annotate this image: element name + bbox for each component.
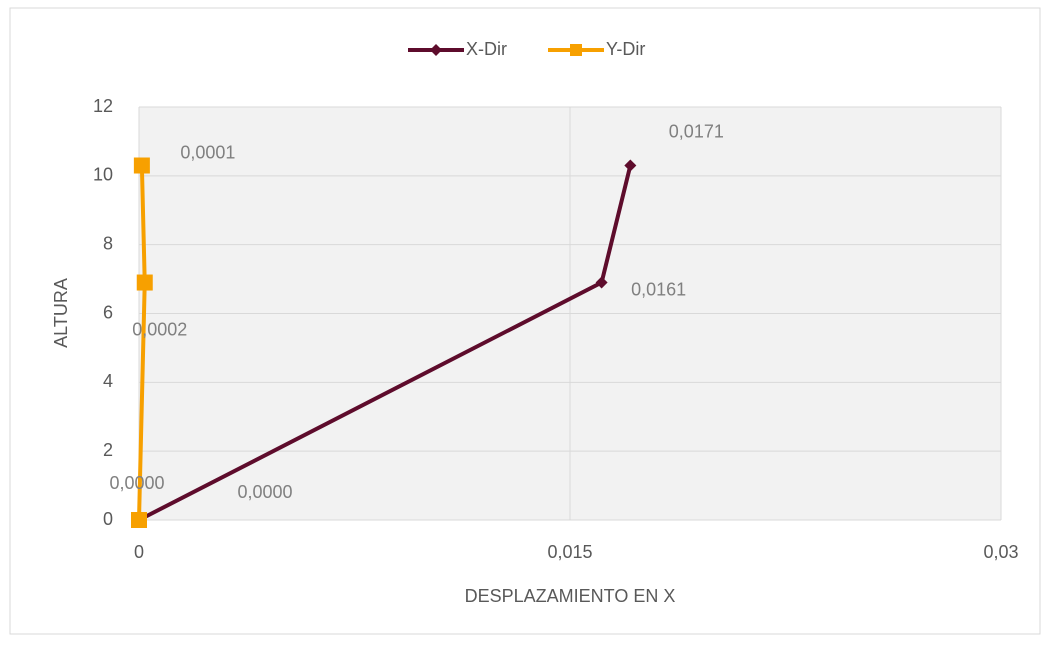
data-label: 0,0000 xyxy=(109,473,164,493)
data-label: 0,0161 xyxy=(631,279,686,299)
data-label: 0,0002 xyxy=(132,319,187,339)
x-tick-label: 0 xyxy=(134,542,144,562)
legend-label: X-Dir xyxy=(466,39,507,59)
data-label: 0,0000 xyxy=(237,482,292,502)
data-label: 0,0171 xyxy=(669,121,724,141)
legend-label: Y-Dir xyxy=(606,39,645,59)
y-axis-title: ALTURA xyxy=(51,278,71,348)
legend-marker xyxy=(570,44,582,56)
marker xyxy=(131,512,147,528)
data-label: 0,0001 xyxy=(180,142,235,162)
y-tick-label: 12 xyxy=(93,96,113,116)
y-tick-label: 2 xyxy=(103,440,113,460)
y-tick-label: 4 xyxy=(103,371,113,391)
y-tick-label: 10 xyxy=(93,165,113,185)
marker xyxy=(133,157,150,174)
legend-marker xyxy=(430,44,442,56)
x-tick-label: 0,015 xyxy=(547,542,592,562)
y-tick-label: 8 xyxy=(103,233,113,253)
x-tick-label: 0,03 xyxy=(983,542,1018,562)
marker xyxy=(595,276,608,289)
marker xyxy=(136,274,153,291)
x-axis-title: DESPLAZAMIENTO EN X xyxy=(465,586,676,606)
y-tick-label: 0 xyxy=(103,509,113,529)
marker xyxy=(624,159,637,172)
y-tick-label: 6 xyxy=(103,302,113,322)
